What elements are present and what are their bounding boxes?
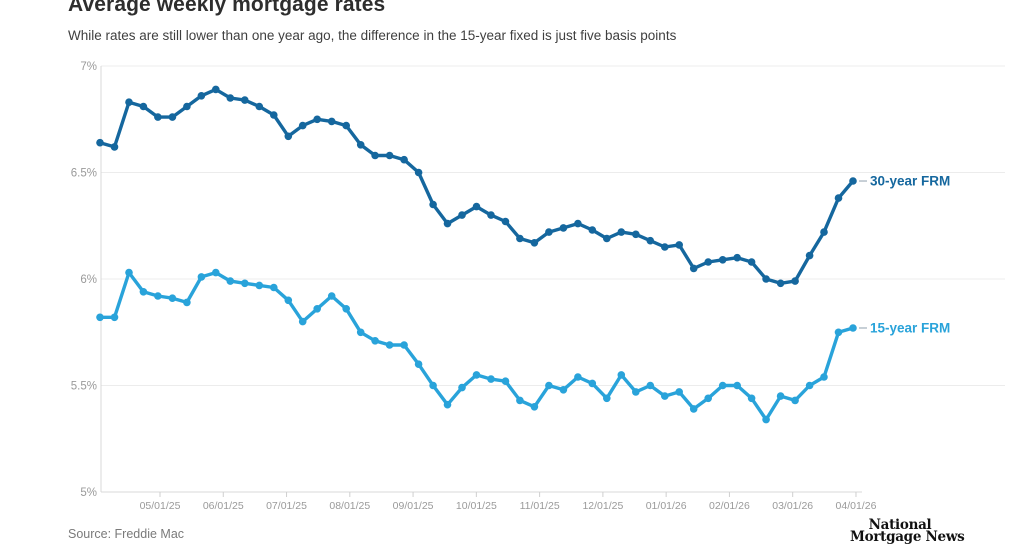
svg-text:05/01/25: 05/01/25 <box>140 500 181 512</box>
svg-text:04/01/26: 04/01/26 <box>836 500 877 512</box>
svg-text:5%: 5% <box>80 487 97 499</box>
x-axis-labels: 05/01/25 06/01/25 07/01/25 08/01/25 09/01/25… <box>140 492 877 512</box>
svg-text:12/01/25: 12/01/25 <box>582 500 623 512</box>
svg-text:02/01/26: 02/01/26 <box>709 500 750 512</box>
svg-text:6.5%: 6.5% <box>71 168 97 180</box>
page-title: Average weekly mortgage rates <box>68 0 386 16</box>
svg-text:01/01/26: 01/01/26 <box>646 500 687 512</box>
series-15-year-frm: 15-year FRM <box>96 268 950 424</box>
national-mortgage-news-logo: National Mortgage News <box>850 517 965 545</box>
gridlines <box>100 65 1005 493</box>
source-note: Source: Freddie Mac <box>68 527 185 541</box>
svg-text:07/01/25: 07/01/25 <box>266 500 307 512</box>
series-30-year-frm: 30-year FRM <box>96 85 950 288</box>
y-axis-labels: 7% 6.5% 6% 5.5% 5% <box>71 61 97 499</box>
svg-text:03/01/26: 03/01/26 <box>772 500 813 512</box>
svg-text:5.5%: 5.5% <box>71 381 97 393</box>
svg-text:6%: 6% <box>80 274 97 286</box>
series-end-label: 15-year FRM <box>870 320 950 335</box>
logo-line-2: Mortgage News <box>850 528 965 545</box>
logo-line-1: National <box>868 517 932 533</box>
svg-text:06/01/25: 06/01/25 <box>203 500 244 512</box>
svg-text:10/01/25: 10/01/25 <box>456 500 497 512</box>
page-subtitle: While rates are still lower than one yea… <box>68 28 677 43</box>
svg-text:11/01/25: 11/01/25 <box>520 500 560 512</box>
series-end-label: 30-year FRM <box>870 174 950 189</box>
svg-text:09/01/25: 09/01/25 <box>393 500 434 512</box>
svg-text:08/01/25: 08/01/25 <box>329 500 370 512</box>
svg-text:7%: 7% <box>80 61 97 73</box>
